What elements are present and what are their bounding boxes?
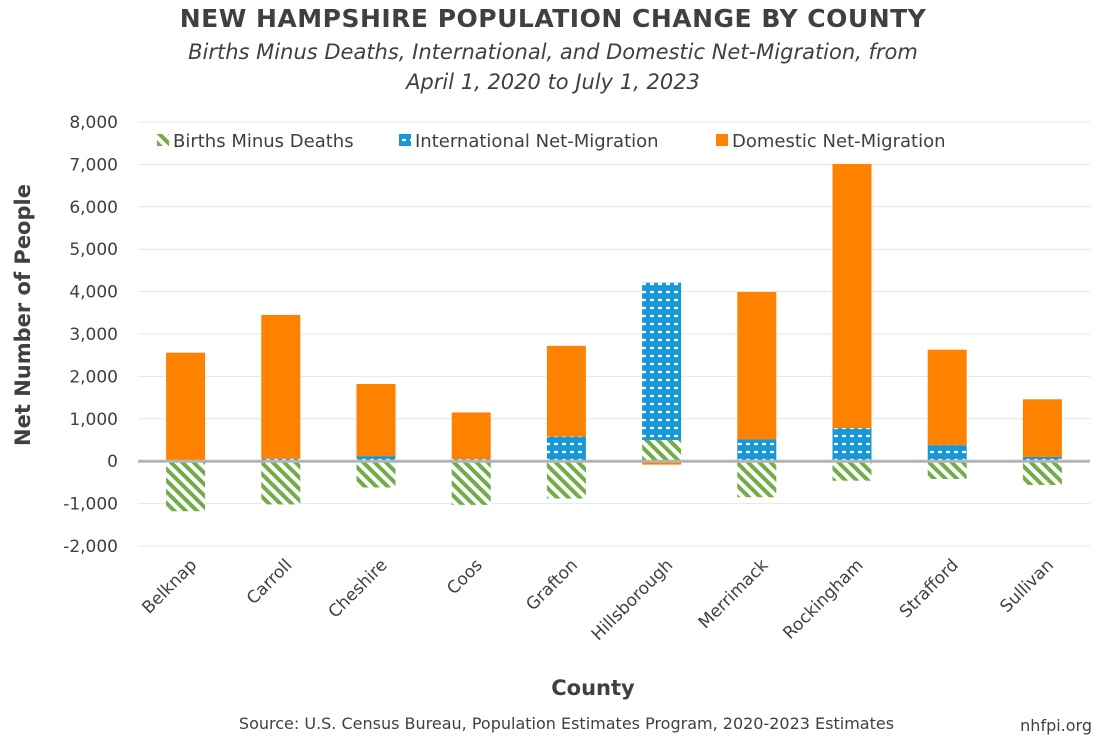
y-tick-label: 6,000 [69, 198, 118, 218]
bar-domestic-strafford [927, 349, 967, 446]
bar-international-strafford [927, 445, 967, 462]
bar-domestic-grafton [546, 345, 586, 437]
y-axis-title: Net Number of People [11, 184, 35, 446]
y-axis-tick-labels: -2,000 -1,000 0 1,000 2,000 3,000 4,000 5,000 6,… [63, 113, 118, 557]
x-tick-label: Carroll [243, 555, 296, 608]
bar-births-grafton [546, 461, 586, 499]
source-note: Source: U.S. Census Bureau, Population E… [238, 714, 895, 733]
x-tick-label: Merrimack [695, 555, 773, 633]
bar-births-strafford [927, 461, 967, 480]
bar-domestic-rockingham [832, 163, 872, 429]
y-tick-label: 3,000 [69, 325, 118, 345]
bar-international-cheshire [356, 456, 396, 462]
bar-births-coos [451, 461, 491, 505]
y-tick-label: -1,000 [63, 495, 118, 515]
chart-subtitle-line-2: April 1, 2020 to July 1, 2023 [406, 70, 700, 94]
x-tick-label: Hillsborough [588, 555, 677, 644]
x-tick-label: Cheshire [325, 555, 392, 622]
bar-births-cheshire [356, 461, 396, 488]
legend: Births Minus Deaths International Net-Mig… [157, 131, 946, 152]
legend-swatch [157, 134, 169, 146]
y-tick-label: -2,000 [63, 537, 118, 557]
x-tick-label: Strafford [896, 555, 963, 622]
bar-births-merrimack [737, 461, 777, 498]
bar-domestic-sullivan [1022, 399, 1062, 457]
bar-births-belknap [166, 461, 206, 512]
bar-births-rockingham [832, 461, 872, 481]
bar-births-hillsborough [642, 440, 682, 462]
bar-international-hillsborough [642, 282, 682, 440]
bar-international-rockingham [832, 428, 872, 462]
x-tick-label: Belknap [138, 555, 201, 618]
y-tick-label: 4,000 [69, 283, 118, 303]
y-tick-label: 8,000 [69, 113, 118, 133]
bar-births-carroll [261, 461, 301, 505]
legend-item-international: International Net-Migration [399, 131, 659, 152]
x-tick-label: Coos [443, 555, 487, 599]
bar-domestic-cheshire [356, 384, 396, 457]
legend-item-births: Births Minus Deaths [157, 131, 354, 152]
chart-title: NEW HAMPSHIRE POPULATION CHANGE BY COUNT… [179, 4, 927, 33]
bar-domestic-hillsborough [642, 461, 682, 465]
legend-item-domestic: Domestic Net-Migration [716, 131, 946, 152]
x-tick-label: Rockingham [779, 555, 867, 643]
x-axis-title: County [551, 676, 635, 700]
x-tick-label: Sullivan [996, 555, 1058, 617]
bars [166, 163, 1062, 512]
bar-births-sullivan [1022, 461, 1062, 485]
y-tick-label: 2,000 [69, 367, 118, 387]
legend-label: Domestic Net-Migration [732, 131, 946, 152]
bar-domestic-carroll [261, 314, 301, 459]
y-tick-label: 1,000 [69, 410, 118, 430]
bar-domestic-merrimack [737, 292, 777, 440]
legend-swatch [716, 134, 728, 146]
brand-url: nhfpi.org [1020, 716, 1092, 735]
x-axis-tick-labels: Belknap Carroll Cheshire Coos Grafton Hillsbo… [138, 555, 1058, 644]
chart-subtitle-line-1: Births Minus Deaths, International, and … [188, 40, 918, 64]
bar-international-merrimack [737, 439, 777, 462]
y-tick-label: 7,000 [69, 155, 118, 175]
legend-swatch [399, 134, 411, 146]
y-tick-label: 0 [107, 452, 118, 472]
bar-domestic-belknap [166, 352, 206, 460]
bar-domestic-coos [451, 412, 491, 460]
bar-international-sullivan [1022, 456, 1062, 462]
bar-international-grafton [546, 436, 586, 462]
y-tick-label: 5,000 [69, 240, 118, 260]
legend-label: International Net-Migration [415, 131, 659, 152]
x-tick-label: Grafton [522, 555, 581, 614]
legend-label: Births Minus Deaths [173, 131, 354, 152]
